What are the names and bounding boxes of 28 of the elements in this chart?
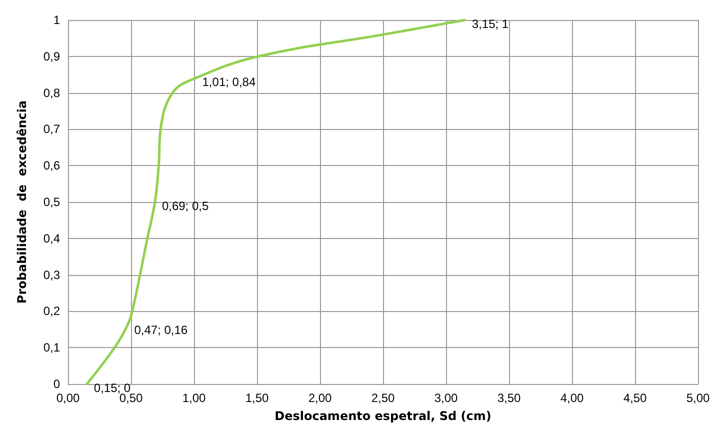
y-tick-label: 0,9 [43,49,60,64]
y-tick-label: 0,7 [43,122,60,136]
x-tick-label: 4,00 [560,391,584,405]
y-axis-title: Probabilidade de excedência [15,100,29,304]
x-tick-label: 2,00 [308,391,332,405]
y-tick-label: 0 [53,377,60,391]
y-tick-label: 1 [53,13,60,27]
data-label: 0,69; 0,5 [162,199,209,213]
line-series [86,18,466,386]
x-tick-label: 3,00 [434,391,458,405]
y-tick-label: 0,4 [43,231,60,246]
x-tick-label: 2,50 [371,391,395,405]
y-tick-label: 0,5 [43,195,60,209]
y-tick-label: 0,2 [43,304,60,318]
x-axis-title: Deslocamento espetral, Sd (cm) [274,409,492,423]
y-tick-label: 0,3 [43,268,60,282]
x-tick-label: 0,00 [56,391,80,405]
data-label: 3,15; 1 [472,17,509,31]
x-tick-label: 1,50 [245,391,269,405]
y-tick-label: 0,1 [43,340,60,355]
y-tick-label: 0,8 [43,86,60,100]
x-tick-label: 4,50 [623,391,647,405]
x-tick-label: 5,00 [686,391,710,405]
y-tick-label: 0,6 [43,158,60,173]
data-label: 1,01; 0,84 [202,75,256,90]
x-tick-label: 3,50 [497,391,521,405]
data-label: 0,47; 0,16 [134,322,188,337]
x-tick-label: 1,00 [182,391,206,405]
